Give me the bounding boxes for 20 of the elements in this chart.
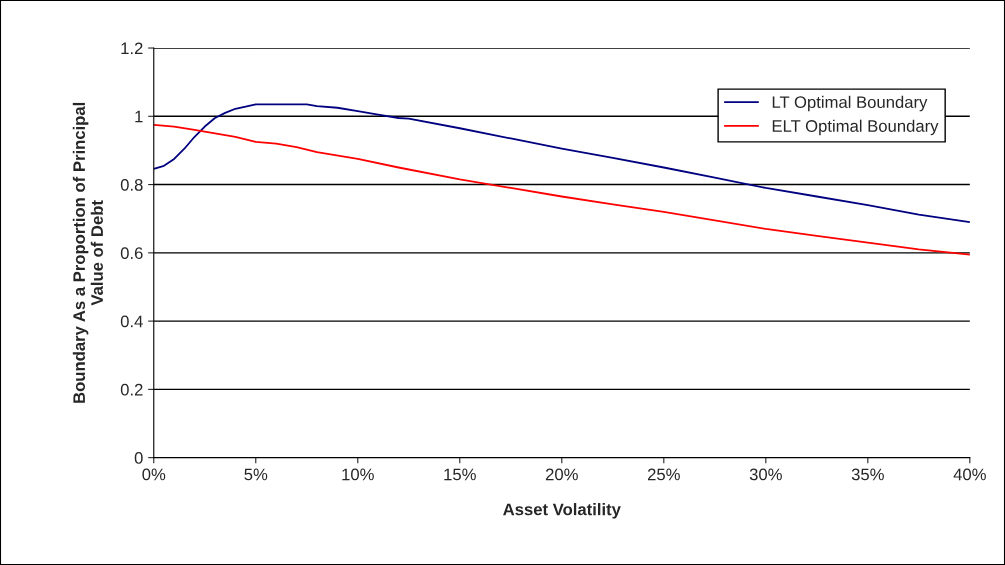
x-tick-label: 5% [244,468,268,481]
x-tick-label: 30% [749,468,782,481]
y-tick-label: 0.6 [120,247,143,260]
legend-label: LT Optimal Boundary [772,95,928,112]
x-tick-label: 20% [545,468,578,481]
y-tick-label: 0.4 [120,315,143,328]
y-axis-title: Boundary As a Proportion of Principal Value of Debt [72,102,103,403]
x-axis-title: Asset Volatility [503,503,621,519]
x-tick-label: 25% [647,468,680,481]
y-tick-label: 0.8 [120,178,143,191]
x-tick-label: 35% [851,468,884,481]
y-tick-label: 1.2 [121,42,143,55]
x-tick-label: 15% [444,468,476,481]
x-tick-label: 0% [142,468,166,481]
y-tick-label: 0 [134,452,143,464]
y-tick-label: 0.2 [120,383,143,396]
legend-label: ELT Optimal Boundary [772,119,939,136]
x-tick-label: 40% [953,468,986,481]
x-tick-label: 10% [342,468,374,481]
y-tick-label: 1 [135,110,143,123]
